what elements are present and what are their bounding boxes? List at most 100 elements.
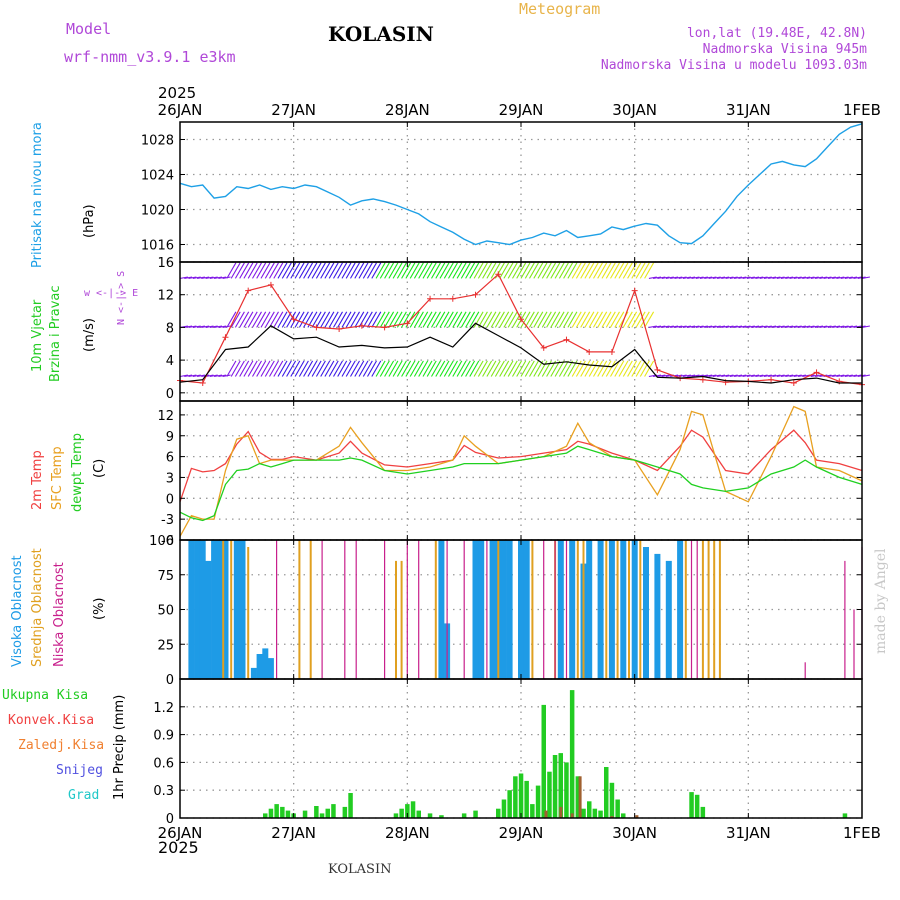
wind-barb xyxy=(490,262,501,279)
cloud-low-bar xyxy=(554,540,556,679)
wind-barb xyxy=(721,276,730,279)
wind-barb xyxy=(358,311,369,328)
wind-barb xyxy=(273,262,284,279)
wind-barb xyxy=(503,262,514,279)
wind-barb xyxy=(554,311,565,328)
gust-marker xyxy=(267,281,274,288)
y-tick-label: 12 xyxy=(157,289,174,304)
precip-total-bar xyxy=(439,815,444,818)
wind-barb xyxy=(575,311,586,328)
wind-barb xyxy=(639,360,650,377)
wind-barb xyxy=(486,311,497,328)
wind-barb xyxy=(371,360,382,377)
cloud-high-bar xyxy=(194,540,201,679)
wind-barb xyxy=(849,276,858,279)
precip-total-bar xyxy=(325,808,330,818)
wind-barb xyxy=(657,374,666,378)
wind-barb xyxy=(456,360,467,377)
wind-barb xyxy=(524,311,535,328)
cloud-high-bar xyxy=(643,547,649,679)
precip-total-bar xyxy=(587,801,592,818)
wind-barb xyxy=(763,276,772,279)
precip-conv-bar xyxy=(559,806,563,818)
wind-barb xyxy=(234,311,245,328)
wind-barb xyxy=(222,276,231,279)
wind-barb xyxy=(388,311,399,328)
cloud-high-bar xyxy=(500,540,507,679)
wind-barb xyxy=(230,311,241,328)
cloud-low-bar xyxy=(321,540,323,679)
wind-barb xyxy=(810,276,819,279)
precip-total-bar xyxy=(348,793,353,818)
wind-barb xyxy=(533,262,544,279)
wind-barb xyxy=(473,262,484,279)
wind-barb xyxy=(439,311,450,328)
wind-barb xyxy=(499,311,510,328)
wind-barb xyxy=(734,374,743,378)
wind-barb xyxy=(827,374,836,378)
wind-barb xyxy=(188,325,197,328)
precip-conv-bar xyxy=(544,810,548,818)
wind-barb xyxy=(751,276,760,279)
wind-barb xyxy=(413,262,424,279)
wind-barb xyxy=(371,262,382,279)
wind-barb xyxy=(192,325,201,328)
cloud-mid-bar xyxy=(684,540,687,679)
wind-barb xyxy=(405,360,416,377)
wind-barb xyxy=(269,360,279,377)
wind-barb xyxy=(836,325,845,328)
wind-barb xyxy=(695,276,704,279)
wind-barb xyxy=(622,311,633,328)
wind-barb xyxy=(256,360,267,377)
cloud-high-bar xyxy=(216,540,223,679)
year-label-top: 2025 xyxy=(158,84,197,102)
cloud-high-bar xyxy=(489,540,496,679)
date-label-bottom: 31JAN xyxy=(726,824,771,842)
wind-barb xyxy=(550,360,561,377)
wind-barb xyxy=(823,325,832,328)
wind-barb xyxy=(439,360,450,377)
precip-total-bar xyxy=(689,792,694,818)
wind-barb xyxy=(362,311,373,328)
wind-barb xyxy=(384,262,395,279)
wind-barb xyxy=(413,360,424,377)
wind-barb xyxy=(529,311,539,328)
wind-barb xyxy=(273,311,284,328)
wind-barb xyxy=(776,374,785,378)
date-label-top: 30JAN xyxy=(612,101,657,119)
wind-barb xyxy=(384,360,395,377)
legend-total-rain: Ukupna Kisa xyxy=(2,688,89,703)
wind-barb xyxy=(507,262,518,279)
cloud-mid-bar xyxy=(582,540,585,679)
wind-barb xyxy=(768,325,777,328)
wind-barb xyxy=(785,374,794,378)
wind-barb xyxy=(192,374,201,378)
wind-barb xyxy=(226,311,237,328)
wind-barb xyxy=(290,262,301,279)
precip-total-bar xyxy=(694,794,700,818)
wind-barb xyxy=(772,325,781,328)
wind-barb xyxy=(717,276,726,279)
wind-barb xyxy=(392,311,403,328)
wind-barb xyxy=(418,262,429,279)
wind-barb xyxy=(384,311,395,328)
wind-barb xyxy=(537,262,548,279)
wind-barb xyxy=(653,276,662,279)
cloud-high-bar xyxy=(262,648,269,679)
wind-barb xyxy=(823,276,832,279)
wind-barb xyxy=(435,262,446,279)
wind-barb xyxy=(418,360,429,377)
wind-barb xyxy=(303,262,314,279)
wind-barb xyxy=(601,262,612,279)
wind-barb xyxy=(443,262,454,279)
cloud-mid-bar xyxy=(298,540,301,679)
wind-barb xyxy=(670,276,679,279)
wind-barb xyxy=(601,360,612,377)
gust-marker xyxy=(768,376,775,383)
wind-barb xyxy=(742,325,751,328)
wind-barb xyxy=(379,311,390,328)
wind-barb xyxy=(482,262,493,279)
wind-barb xyxy=(682,276,691,279)
wind-barb xyxy=(695,374,704,378)
wind-barb xyxy=(734,276,743,279)
